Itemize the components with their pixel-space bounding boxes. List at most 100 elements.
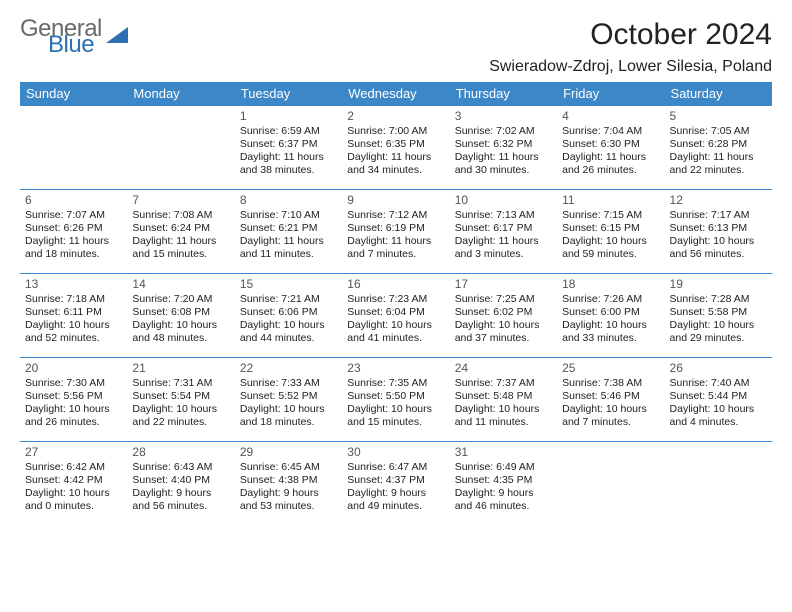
sunset-text: Sunset: 6:00 PM — [562, 306, 659, 319]
daylight-text: Daylight: 10 hours and 48 minutes. — [132, 319, 229, 345]
daylight-text: Daylight: 10 hours and 11 minutes. — [455, 403, 552, 429]
day-number: 10 — [455, 193, 552, 208]
sunset-text: Sunset: 5:56 PM — [25, 390, 122, 403]
day-cell: 2Sunrise: 7:00 AMSunset: 6:35 PMDaylight… — [342, 106, 449, 190]
day-cell: 21Sunrise: 7:31 AMSunset: 5:54 PMDayligh… — [127, 358, 234, 442]
sunrise-text: Sunrise: 7:13 AM — [455, 209, 552, 222]
day-cell: 12Sunrise: 7:17 AMSunset: 6:13 PMDayligh… — [665, 190, 772, 274]
day-cell: 15Sunrise: 7:21 AMSunset: 6:06 PMDayligh… — [235, 274, 342, 358]
sunset-text: Sunset: 5:50 PM — [347, 390, 444, 403]
day-cell: 11Sunrise: 7:15 AMSunset: 6:15 PMDayligh… — [557, 190, 664, 274]
day-cell: 30Sunrise: 6:47 AMSunset: 4:37 PMDayligh… — [342, 442, 449, 526]
logo-word2: Blue — [48, 34, 102, 56]
day-number: 8 — [240, 193, 337, 208]
day-header: Wednesday — [342, 82, 449, 106]
sunset-text: Sunset: 4:40 PM — [132, 474, 229, 487]
sunrise-text: Sunrise: 6:59 AM — [240, 125, 337, 138]
day-cell: 8Sunrise: 7:10 AMSunset: 6:21 PMDaylight… — [235, 190, 342, 274]
sunrise-text: Sunrise: 7:35 AM — [347, 377, 444, 390]
day-cell: 16Sunrise: 7:23 AMSunset: 6:04 PMDayligh… — [342, 274, 449, 358]
day-number: 20 — [25, 361, 122, 376]
calendar-row: 27Sunrise: 6:42 AMSunset: 4:42 PMDayligh… — [20, 442, 772, 526]
sunrise-text: Sunrise: 7:04 AM — [562, 125, 659, 138]
calendar-row: 1Sunrise: 6:59 AMSunset: 6:37 PMDaylight… — [20, 106, 772, 190]
daylight-text: Daylight: 10 hours and 37 minutes. — [455, 319, 552, 345]
sunset-text: Sunset: 4:42 PM — [25, 474, 122, 487]
day-number: 27 — [25, 445, 122, 460]
day-number: 24 — [455, 361, 552, 376]
title-block: October 2024 Swieradow-Zdroj, Lower Sile… — [489, 18, 772, 76]
daylight-text: Daylight: 11 hours and 34 minutes. — [347, 151, 444, 177]
day-number: 29 — [240, 445, 337, 460]
sunset-text: Sunset: 6:17 PM — [455, 222, 552, 235]
calendar-row: 20Sunrise: 7:30 AMSunset: 5:56 PMDayligh… — [20, 358, 772, 442]
day-number: 17 — [455, 277, 552, 292]
sunrise-text: Sunrise: 6:47 AM — [347, 461, 444, 474]
calendar-body: 1Sunrise: 6:59 AMSunset: 6:37 PMDaylight… — [20, 106, 772, 526]
day-header: Tuesday — [235, 82, 342, 106]
daylight-text: Daylight: 10 hours and 29 minutes. — [670, 319, 767, 345]
day-number: 14 — [132, 277, 229, 292]
daylight-text: Daylight: 11 hours and 22 minutes. — [670, 151, 767, 177]
day-cell: 3Sunrise: 7:02 AMSunset: 6:32 PMDaylight… — [450, 106, 557, 190]
day-number: 12 — [670, 193, 767, 208]
sunrise-text: Sunrise: 7:10 AM — [240, 209, 337, 222]
day-cell: 22Sunrise: 7:33 AMSunset: 5:52 PMDayligh… — [235, 358, 342, 442]
sunset-text: Sunset: 6:30 PM — [562, 138, 659, 151]
sunset-text: Sunset: 6:37 PM — [240, 138, 337, 151]
daylight-text: Daylight: 10 hours and 59 minutes. — [562, 235, 659, 261]
sunrise-text: Sunrise: 7:23 AM — [347, 293, 444, 306]
day-cell: 14Sunrise: 7:20 AMSunset: 6:08 PMDayligh… — [127, 274, 234, 358]
sunset-text: Sunset: 6:02 PM — [455, 306, 552, 319]
day-cell: 6Sunrise: 7:07 AMSunset: 6:26 PMDaylight… — [20, 190, 127, 274]
daylight-text: Daylight: 9 hours and 46 minutes. — [455, 487, 552, 513]
logo: General Blue — [20, 18, 130, 55]
sunset-text: Sunset: 4:38 PM — [240, 474, 337, 487]
day-header: Monday — [127, 82, 234, 106]
day-number: 25 — [562, 361, 659, 376]
daylight-text: Daylight: 10 hours and 7 minutes. — [562, 403, 659, 429]
daylight-text: Daylight: 10 hours and 52 minutes. — [25, 319, 122, 345]
calendar-row: 6Sunrise: 7:07 AMSunset: 6:26 PMDaylight… — [20, 190, 772, 274]
sunset-text: Sunset: 6:24 PM — [132, 222, 229, 235]
sunrise-text: Sunrise: 7:02 AM — [455, 125, 552, 138]
sunrise-text: Sunrise: 7:15 AM — [562, 209, 659, 222]
day-cell: 23Sunrise: 7:35 AMSunset: 5:50 PMDayligh… — [342, 358, 449, 442]
sunrise-text: Sunrise: 7:37 AM — [455, 377, 552, 390]
logo-triangle-icon — [104, 21, 130, 52]
day-cell: 4Sunrise: 7:04 AMSunset: 6:30 PMDaylight… — [557, 106, 664, 190]
empty-cell — [20, 106, 127, 190]
daylight-text: Daylight: 11 hours and 7 minutes. — [347, 235, 444, 261]
sunset-text: Sunset: 5:52 PM — [240, 390, 337, 403]
day-number: 28 — [132, 445, 229, 460]
day-cell: 1Sunrise: 6:59 AMSunset: 6:37 PMDaylight… — [235, 106, 342, 190]
day-number: 30 — [347, 445, 444, 460]
sunset-text: Sunset: 5:44 PM — [670, 390, 767, 403]
sunset-text: Sunset: 6:35 PM — [347, 138, 444, 151]
day-number: 5 — [670, 109, 767, 124]
sunset-text: Sunset: 6:13 PM — [670, 222, 767, 235]
empty-cell — [127, 106, 234, 190]
sunrise-text: Sunrise: 7:12 AM — [347, 209, 444, 222]
day-cell: 17Sunrise: 7:25 AMSunset: 6:02 PMDayligh… — [450, 274, 557, 358]
sunset-text: Sunset: 6:11 PM — [25, 306, 122, 319]
sunrise-text: Sunrise: 7:33 AM — [240, 377, 337, 390]
sunrise-text: Sunrise: 7:05 AM — [670, 125, 767, 138]
calendar-header: SundayMondayTuesdayWednesdayThursdayFrid… — [20, 82, 772, 106]
day-cell: 24Sunrise: 7:37 AMSunset: 5:48 PMDayligh… — [450, 358, 557, 442]
sunrise-text: Sunrise: 7:20 AM — [132, 293, 229, 306]
sunset-text: Sunset: 5:48 PM — [455, 390, 552, 403]
day-cell: 13Sunrise: 7:18 AMSunset: 6:11 PMDayligh… — [20, 274, 127, 358]
day-number: 31 — [455, 445, 552, 460]
daylight-text: Daylight: 9 hours and 53 minutes. — [240, 487, 337, 513]
calendar-table: SundayMondayTuesdayWednesdayThursdayFrid… — [20, 82, 772, 526]
day-header: Saturday — [665, 82, 772, 106]
daylight-text: Daylight: 9 hours and 49 minutes. — [347, 487, 444, 513]
day-number: 13 — [25, 277, 122, 292]
daylight-text: Daylight: 9 hours and 56 minutes. — [132, 487, 229, 513]
sunset-text: Sunset: 6:06 PM — [240, 306, 337, 319]
sunrise-text: Sunrise: 7:08 AM — [132, 209, 229, 222]
sunrise-text: Sunrise: 7:31 AM — [132, 377, 229, 390]
day-cell: 7Sunrise: 7:08 AMSunset: 6:24 PMDaylight… — [127, 190, 234, 274]
sunrise-text: Sunrise: 7:00 AM — [347, 125, 444, 138]
